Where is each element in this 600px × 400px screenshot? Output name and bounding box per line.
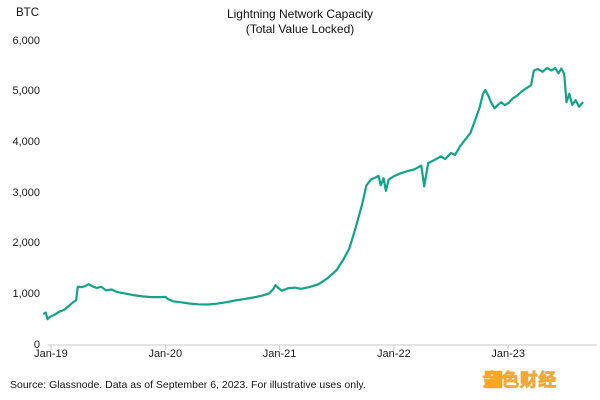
y-tick-label: 2,000: [12, 237, 40, 250]
y-tick-label: 0: [33, 338, 40, 351]
chart-subtitle: (Total Value Locked): [245, 22, 355, 36]
y-tick-label: 1,000: [12, 287, 40, 300]
x-tick-label: Jan-21: [262, 348, 297, 360]
brand-watermark: 金色财经: [483, 369, 557, 391]
y-tick-label: 3,000: [12, 186, 40, 199]
x-tick-label: Jan-20: [148, 348, 183, 360]
x-tick-label: Jan-23: [491, 348, 525, 360]
y-tick-label: 5,000: [12, 85, 40, 98]
chart-title: Lightning Network Capacity: [226, 7, 374, 21]
y-tick-label: 4,000: [12, 135, 40, 148]
y-axis-unit-label: BTC: [16, 7, 39, 19]
x-tick-label: Jan-19: [34, 348, 68, 360]
y-tick-label: 6,000: [12, 34, 40, 47]
brand-logo-icon: [484, 370, 503, 389]
source-note: Source: Glassnode. Data as of September …: [10, 379, 366, 391]
x-tick-label: Jan-22: [377, 348, 411, 360]
capacity-series-line: [42, 66, 584, 321]
chart-title-block: Lightning Network Capacity (Total Value …: [0, 7, 600, 37]
